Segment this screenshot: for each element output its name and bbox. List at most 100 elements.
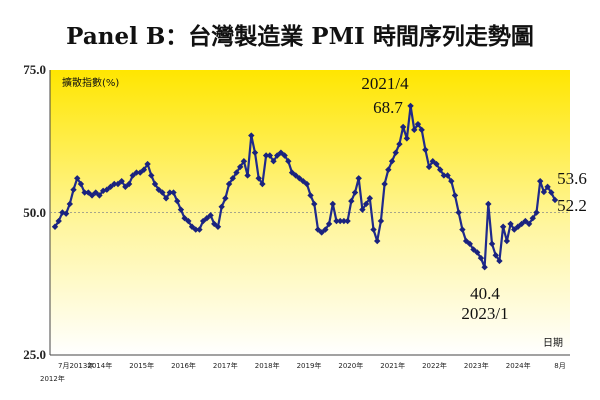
data-point xyxy=(355,175,362,182)
data-point xyxy=(218,203,225,210)
data-point xyxy=(181,215,188,222)
data-point xyxy=(425,163,433,171)
data-point xyxy=(429,158,436,165)
data-point xyxy=(259,180,266,188)
data-point xyxy=(88,192,96,199)
data-point xyxy=(188,223,196,230)
data-point xyxy=(136,169,144,176)
data-point xyxy=(462,237,470,245)
data-point xyxy=(285,158,292,165)
annotation-peak-date: 2021/4 xyxy=(361,74,409,93)
data-point xyxy=(229,175,236,182)
data-point xyxy=(377,217,385,225)
data-point xyxy=(551,196,559,204)
data-point xyxy=(114,180,122,188)
data-point xyxy=(266,152,274,159)
data-point xyxy=(418,126,425,134)
x-tick-label: 2019年 xyxy=(297,361,322,370)
data-point xyxy=(433,160,440,168)
data-point xyxy=(525,220,533,228)
data-point xyxy=(407,102,414,110)
data-point xyxy=(307,192,314,199)
data-point xyxy=(548,189,555,196)
data-point xyxy=(359,206,366,213)
x-tick-label: 2024年 xyxy=(506,361,531,370)
data-point xyxy=(55,217,62,225)
data-point xyxy=(492,252,499,259)
data-point xyxy=(333,217,340,225)
data-point xyxy=(451,192,459,199)
data-point xyxy=(92,189,99,196)
pmi-series xyxy=(51,102,559,271)
data-point xyxy=(396,140,403,148)
y-tick-label: 25.0 xyxy=(23,347,46,362)
x-tick-label: 2018年 xyxy=(255,361,280,370)
data-point xyxy=(533,209,540,216)
x-tick-label: 2016年 xyxy=(171,361,196,370)
annotation-trough-value: 40.4 xyxy=(470,284,500,303)
data-point xyxy=(348,197,355,205)
data-point xyxy=(281,152,288,159)
data-point xyxy=(118,177,125,185)
data-point xyxy=(455,209,462,216)
data-point xyxy=(96,192,103,199)
data-point xyxy=(159,189,166,196)
data-point xyxy=(322,226,329,233)
data-point xyxy=(270,158,277,165)
data-point xyxy=(540,188,548,196)
x-tick-label: 7月2013年 xyxy=(58,361,94,370)
data-point xyxy=(211,220,218,228)
data-point xyxy=(536,177,544,185)
data-point xyxy=(177,206,185,213)
chart-title: Panel B：台灣製造業 PMI 時間序列走勢圖 xyxy=(66,23,534,50)
data-point xyxy=(448,177,455,185)
data-point xyxy=(522,217,529,225)
data-point xyxy=(248,132,255,139)
data-point xyxy=(207,212,214,219)
data-point xyxy=(474,249,481,256)
data-point xyxy=(481,264,488,271)
data-point xyxy=(351,189,359,196)
data-point xyxy=(414,120,422,128)
data-point xyxy=(222,195,229,202)
data-point xyxy=(170,189,177,196)
data-point xyxy=(144,160,151,168)
data-point xyxy=(392,149,399,156)
data-point xyxy=(162,195,170,202)
y-tick-label: 75.0 xyxy=(23,62,46,77)
data-point xyxy=(174,197,181,205)
annotation-latest-2: 52.2 xyxy=(557,196,587,215)
data-point xyxy=(422,146,429,153)
data-point xyxy=(311,200,318,208)
data-point xyxy=(544,183,551,191)
x-tick-label: 2020年 xyxy=(338,361,363,370)
data-point xyxy=(225,180,233,188)
annotation-peak-value: 68.7 xyxy=(373,98,403,117)
data-point xyxy=(366,195,374,202)
data-point xyxy=(459,226,466,233)
data-point xyxy=(514,223,522,230)
data-point xyxy=(240,158,248,165)
data-point xyxy=(440,172,448,179)
data-point xyxy=(125,180,133,188)
data-point xyxy=(103,186,111,193)
data-point xyxy=(374,237,381,245)
data-point xyxy=(292,172,299,179)
data-point xyxy=(274,152,281,159)
data-point xyxy=(81,189,88,196)
x-tick-label: 2023年 xyxy=(464,361,489,370)
annotation-latest-1: 53.6 xyxy=(557,169,587,188)
data-point xyxy=(70,186,77,193)
data-point xyxy=(529,215,536,222)
data-point xyxy=(196,226,203,233)
data-point xyxy=(66,200,74,208)
data-point xyxy=(251,149,259,156)
data-point xyxy=(488,240,496,248)
data-point xyxy=(388,158,396,165)
data-point xyxy=(496,257,503,265)
data-point xyxy=(499,223,507,230)
data-point xyxy=(344,217,351,225)
data-point xyxy=(255,175,262,182)
